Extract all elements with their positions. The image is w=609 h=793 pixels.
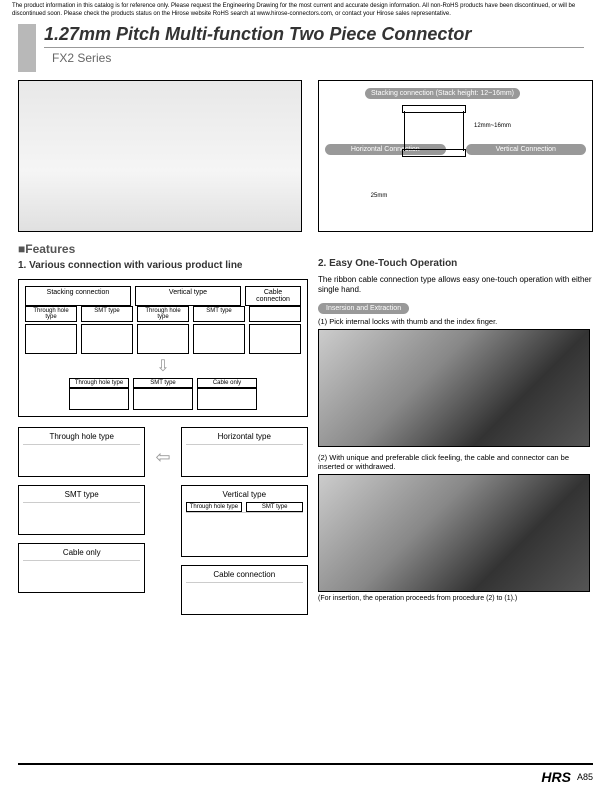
connection-table-1: Stacking connection Vertical type Cable …	[18, 279, 308, 417]
connection-diagram: Stacking connection (Stack height: 12~16…	[318, 80, 593, 232]
feature2-header: 2. Easy One-Touch Operation	[318, 258, 593, 269]
stack-diagram	[404, 111, 464, 151]
dimension-text: 12mm~16mm	[474, 123, 511, 129]
footer: HRS A85	[18, 763, 593, 785]
horiz-diagram: 25mm	[339, 193, 419, 223]
insertion-note: (For insertion, the operation proceeds f…	[318, 595, 593, 602]
vertical-header: Vertical type	[135, 286, 241, 306]
operation-photo-1	[318, 329, 590, 447]
main-title: 1.27mm Pitch Multi-function Two Piece Co…	[44, 24, 584, 48]
cable-label: Cable only	[197, 378, 257, 388]
stacking-badge: Stacking connection (Stack height: 12~16…	[365, 88, 520, 99]
smt-sub2: SMT type	[193, 306, 245, 322]
disclaimer-text: The product information in this catalog …	[0, 0, 609, 22]
cable-header: Cable connection	[245, 286, 301, 306]
diagram-cell	[249, 324, 301, 354]
step2-text: (2) With unique and preferable click fee…	[318, 453, 593, 471]
accent-bar	[18, 24, 36, 72]
product-photo	[18, 80, 302, 232]
diagram-cell	[193, 324, 245, 354]
th-label: Through hole type	[69, 378, 129, 388]
feature2-desc: The ribbon cable connection type allows …	[318, 275, 593, 296]
smt-box: SMT type	[18, 485, 145, 535]
th-sub: Through hole type	[25, 306, 77, 322]
logo: HRS	[541, 769, 571, 785]
vert-badge: Vertical Connection	[466, 144, 587, 155]
header: 1.27mm Pitch Multi-function Two Piece Co…	[18, 24, 609, 72]
blank-sub	[249, 306, 301, 322]
smt-sub: SMT type	[81, 306, 133, 322]
diagram-cell	[25, 324, 77, 354]
insert-extract-badge: Insersion and Extraction	[318, 303, 409, 314]
diagram-cell	[81, 324, 133, 354]
features-header: ■Features	[18, 242, 308, 256]
step1-text: (1) Pick internal locks with thumb and t…	[318, 317, 593, 326]
page-number: A85	[577, 772, 593, 782]
diagram-cell	[197, 388, 257, 410]
left-arrow-icon: ⇦	[155, 447, 170, 603]
th-sub2: Through hole type	[137, 306, 189, 322]
diagram-cell	[69, 388, 129, 410]
smt-label: SMT type	[133, 378, 193, 388]
down-arrow-icon: ⇩	[25, 356, 301, 376]
series-label: FX2 Series	[44, 51, 584, 65]
horizontal-box: Horizontal type	[181, 427, 308, 477]
vertical-box: Vertical type Through hole type SMT type	[181, 485, 308, 557]
diagram-cell	[133, 388, 193, 410]
cable-only-box: Cable only	[18, 543, 145, 593]
diagram-cell	[137, 324, 189, 354]
operation-photo-2	[318, 474, 590, 592]
stacking-header: Stacking connection	[25, 286, 131, 306]
vert-diagram	[512, 183, 572, 223]
feature1-header: 1. Various connection with various produ…	[18, 260, 308, 271]
through-hole-box: Through hole type	[18, 427, 145, 477]
cable-conn-box: Cable connection	[181, 565, 308, 615]
